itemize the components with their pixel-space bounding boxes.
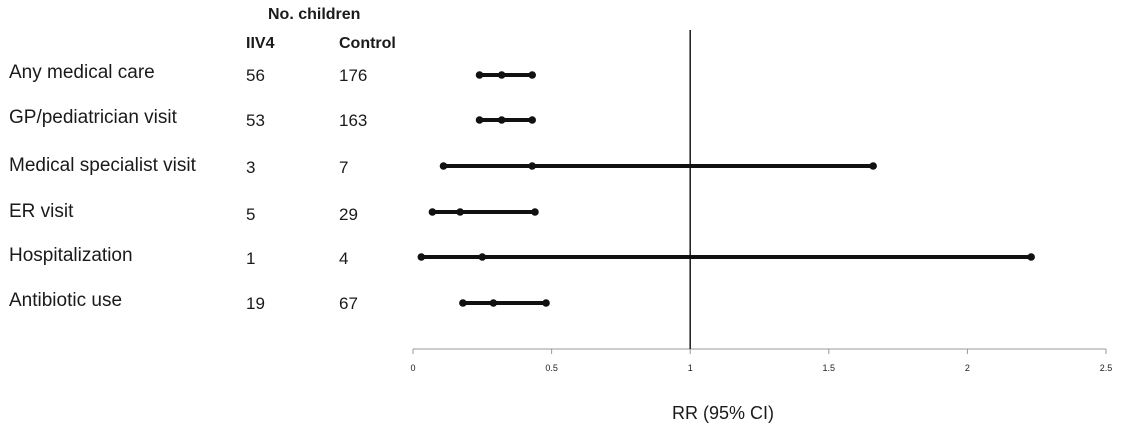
row-label: Antibiotic use [9,290,123,311]
x-tick-label: 1.5 [823,363,836,373]
row-label: Hospitalization [9,245,133,266]
row-control-count: 163 [339,111,368,130]
row-control-count: 67 [339,294,358,313]
rr-point [489,299,498,307]
row-iiv4-count: 56 [246,66,265,85]
x-tick-label: 0.5 [545,363,558,373]
rr-point [528,162,536,170]
row-label: ER visit [9,201,74,222]
rr-point [456,208,464,216]
x-tick-label: 1 [688,363,693,373]
rr-point [497,116,506,124]
rr-point [497,71,506,79]
row-control-count: 176 [339,66,368,85]
row-label: Any medical care [9,62,155,83]
x-axis-label: RR (95% CI) [672,403,775,423]
ci-lower-point [459,299,467,307]
row-iiv4-count: 3 [246,158,256,177]
row-iiv4-count: 5 [246,205,256,224]
ci-lower-point [439,162,448,170]
row-iiv4-count: 1 [246,249,256,268]
ci-upper-point [531,208,539,216]
x-tick-label: 0 [410,363,415,373]
column-header-iiv4: IIV4 [246,35,275,52]
row-control-count: 7 [339,158,349,177]
ci-lower-point [428,208,437,216]
row-control-count: 29 [339,205,358,224]
ci-lower-point [417,253,426,261]
row-iiv4-count: 53 [246,111,265,130]
x-tick-label: 2.5 [1100,363,1113,373]
ci-lower-point [475,116,484,124]
row-label: GP/pediatrician visit [9,107,177,128]
x-tick-label: 2 [965,363,970,373]
ci-upper-point [542,299,550,307]
group-header-no-children: No. children [268,6,361,23]
row-iiv4-count: 19 [246,294,265,313]
ci-upper-point [528,71,536,79]
column-header-control: Control [339,35,396,52]
row-label: Medical specialist visit [9,155,196,176]
rr-point [478,253,487,261]
row-control-count: 4 [339,249,349,268]
ci-upper-point [528,116,536,124]
ci-lower-point [475,71,484,79]
ci-upper-point [869,162,877,170]
ci-upper-point [1027,253,1035,261]
